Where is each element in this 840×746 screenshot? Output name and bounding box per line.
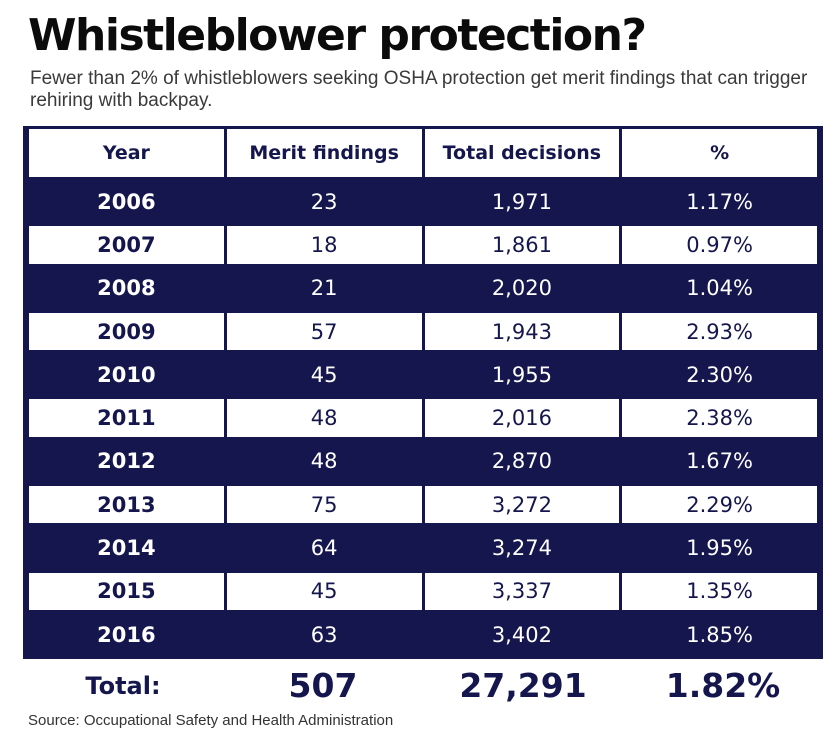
cell-percent: 1.95% xyxy=(622,526,817,570)
cell-total-decisions: 2,016 xyxy=(424,396,620,440)
table-row: 2010 45 1,955 2.30% xyxy=(29,353,817,397)
source-note: Source: Occupational Safety and Health A… xyxy=(28,712,394,729)
cell-year: 2014 xyxy=(29,526,224,570)
cell-year: 2013 xyxy=(29,483,224,527)
cell-merit-findings: 75 xyxy=(226,483,422,527)
cell-total-decisions: 2,020 xyxy=(424,266,620,310)
total-percent: 1.82% xyxy=(665,666,781,705)
data-table-frame: Year Merit findings Total decisions % 20… xyxy=(23,126,823,660)
header-row: Year Merit findings Total decisions % xyxy=(29,129,817,180)
cell-merit-findings: 23 xyxy=(226,180,422,224)
cell-total-decisions: 1,861 xyxy=(424,223,620,267)
table-row: 2012 48 2,870 1.67% xyxy=(29,439,817,484)
cell-year: 2006 xyxy=(29,180,224,224)
column-header-year: Year xyxy=(29,129,224,180)
table-row: 2008 21 2,020 1.04% xyxy=(29,266,817,310)
cell-percent: 1.85% xyxy=(622,612,817,657)
cell-year: 2011 xyxy=(29,396,224,440)
cell-year: 2016 xyxy=(29,612,224,657)
cell-merit-findings: 63 xyxy=(226,612,422,657)
cell-percent: 1.17% xyxy=(622,180,817,224)
table-row: 2009 57 1,943 2.93% xyxy=(29,309,817,354)
cell-percent: 1.04% xyxy=(622,266,817,310)
cell-percent: 2.38% xyxy=(622,396,817,440)
cell-merit-findings: 48 xyxy=(226,439,422,484)
table-row: 2007 18 1,861 0.97% xyxy=(29,223,817,267)
chart-subtitle: Fewer than 2% of whistleblowers seeking … xyxy=(30,68,808,111)
cell-total-decisions: 2,870 xyxy=(424,439,620,484)
cell-percent: 1.67% xyxy=(622,439,817,484)
cell-merit-findings: 64 xyxy=(226,526,422,570)
cell-merit-findings: 18 xyxy=(226,223,422,267)
cell-total-decisions: 1,943 xyxy=(424,309,620,354)
total-decisions: 27,291 xyxy=(459,666,587,705)
table-row: 2016 63 3,402 1.85% xyxy=(29,612,817,657)
totals-row: Total: 507 27,291 1.82% xyxy=(23,660,823,712)
cell-percent: 2.29% xyxy=(622,483,817,527)
column-header-merit-findings: Merit findings xyxy=(226,129,422,180)
table-row: 2015 45 3,337 1.35% xyxy=(29,569,817,613)
cell-year: 2012 xyxy=(29,439,224,484)
table-row: 2014 64 3,274 1.95% xyxy=(29,526,817,570)
cell-year: 2015 xyxy=(29,569,224,613)
cell-total-decisions: 1,971 xyxy=(424,180,620,224)
total-label: Total: xyxy=(85,672,161,700)
column-header-total-decisions: Total decisions xyxy=(424,129,620,180)
cell-percent: 1.35% xyxy=(622,569,817,613)
cell-total-decisions: 3,272 xyxy=(424,483,620,527)
cell-merit-findings: 45 xyxy=(226,353,422,397)
table-row: 2011 48 2,016 2.38% xyxy=(29,396,817,440)
table-row: 2013 75 3,272 2.29% xyxy=(29,483,817,527)
cell-total-decisions: 3,274 xyxy=(424,526,620,570)
cell-merit-findings: 45 xyxy=(226,569,422,613)
table-row: 2006 23 1,971 1.17% xyxy=(29,180,817,224)
cell-year: 2008 xyxy=(29,266,224,310)
table-body: 2006 23 1,971 1.17% 2007 18 1,861 0.97% 2008 21 2,… xyxy=(29,180,817,657)
cell-percent: 2.30% xyxy=(622,353,817,397)
column-header-percent: % xyxy=(622,129,817,180)
chart-title: Whistleblower protection? xyxy=(28,10,647,61)
total-merit-findings: 507 xyxy=(288,666,358,705)
cell-merit-findings: 57 xyxy=(226,309,422,354)
cell-percent: 2.93% xyxy=(622,309,817,354)
cell-year: 2009 xyxy=(29,309,224,354)
cell-year: 2007 xyxy=(29,223,224,267)
data-table: Year Merit findings Total decisions % 20… xyxy=(26,129,820,657)
cell-total-decisions: 3,402 xyxy=(424,612,620,657)
cell-percent: 0.97% xyxy=(622,223,817,267)
cell-merit-findings: 21 xyxy=(226,266,422,310)
cell-total-decisions: 1,955 xyxy=(424,353,620,397)
cell-merit-findings: 48 xyxy=(226,396,422,440)
cell-year: 2010 xyxy=(29,353,224,397)
cell-total-decisions: 3,337 xyxy=(424,569,620,613)
